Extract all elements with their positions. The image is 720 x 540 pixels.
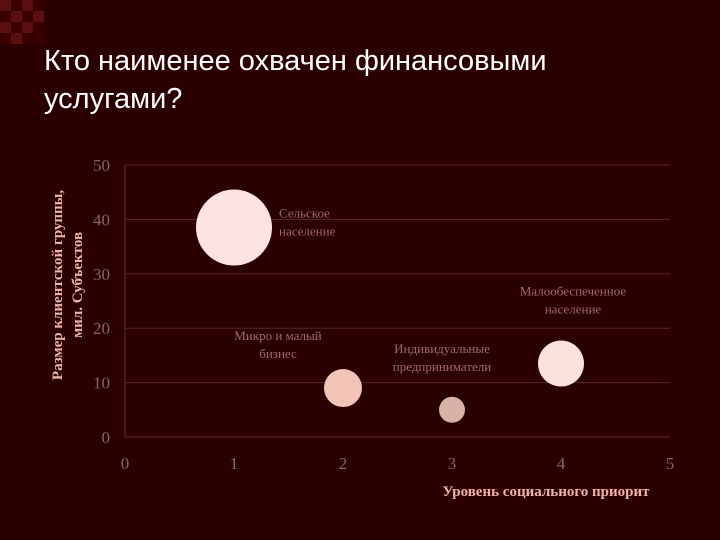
y-tick-label: 30: [93, 265, 110, 284]
bubble-label: предприниматели: [393, 359, 492, 374]
corner-checker-decoration: [0, 0, 44, 44]
bubble-label: Микро и малый: [234, 328, 322, 343]
bubble-labels: Сельское население Микро и малый бизнес Инди…: [234, 206, 626, 374]
y-tick-label: 40: [93, 210, 110, 229]
bubble-label: бизнес: [259, 346, 297, 361]
x-tick-label: 0: [121, 454, 130, 473]
bubble-point: [196, 189, 272, 266]
bubble-point: [439, 396, 465, 423]
x-tick-label: 2: [339, 454, 348, 473]
slide-title: Кто наименее охвачен финансовыми услугам…: [44, 45, 547, 115]
axes: [124, 165, 670, 438]
x-tick-label: 4: [557, 454, 566, 473]
x-tick-label: 1: [230, 454, 239, 473]
y-tick-label: 20: [93, 319, 110, 338]
bubble-point: [324, 369, 362, 408]
x-tick-labels: 0 1 2 3 4 5: [121, 454, 675, 473]
y-tick-label: 10: [93, 374, 110, 393]
bubbles: [196, 189, 584, 423]
y-axis-title-line2: мил. Субъектов: [70, 232, 86, 338]
bubble-label: население: [279, 224, 336, 239]
y-axis-title-line1: Размер клиентской группы,: [50, 190, 66, 380]
x-tick-label: 5: [666, 454, 675, 473]
bubble-point: [538, 340, 584, 387]
x-tick-label: 3: [448, 454, 457, 473]
y-tick-labels: 0 10 20 30 40 50: [93, 156, 110, 447]
x-axis-title: Уровень социального приорит: [442, 484, 650, 500]
bubble-label: Малообеспеченное: [520, 284, 627, 299]
y-tick-label: 0: [102, 428, 111, 447]
bubble-label: Индивидуальные: [394, 341, 490, 356]
y-tick-label: 50: [93, 156, 110, 175]
bubble-label: население: [545, 302, 602, 317]
bubble-label: Сельское: [279, 206, 330, 221]
grid-lines: [125, 164, 670, 384]
